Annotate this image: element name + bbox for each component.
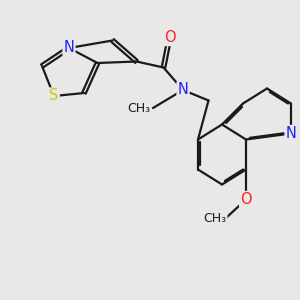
Text: CH₃: CH₃: [203, 212, 226, 226]
Text: N: N: [178, 82, 188, 98]
Text: O: O: [240, 192, 252, 207]
Text: S: S: [49, 88, 59, 104]
Text: N: N: [286, 126, 296, 141]
Text: N: N: [64, 40, 74, 56]
Text: CH₃: CH₃: [127, 101, 150, 115]
Text: O: O: [164, 30, 175, 45]
